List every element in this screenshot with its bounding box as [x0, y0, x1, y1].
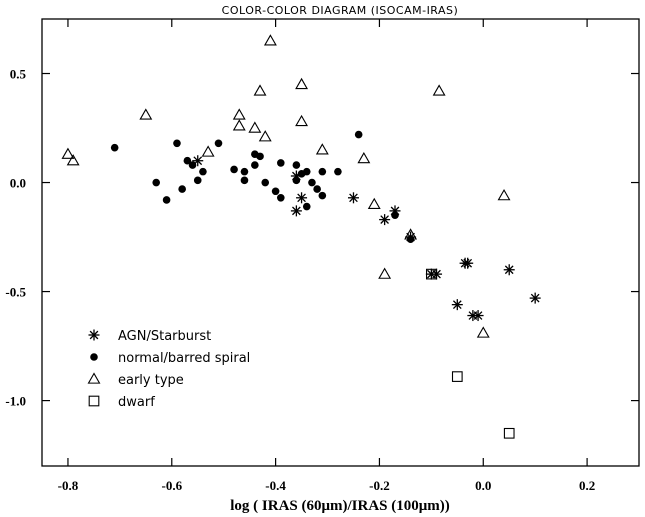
x-tick-label: 0.0	[475, 478, 491, 493]
x-tick-label: 0.2	[579, 478, 595, 493]
legend-label-agn-starburst: AGN/Starburst	[118, 329, 211, 344]
point-normal-barred-spiral	[214, 139, 223, 148]
point-normal-barred-spiral	[271, 187, 280, 196]
point-normal-barred-spiral	[318, 191, 327, 200]
point-early-type	[295, 114, 309, 127]
point-agn-starburst	[347, 192, 359, 204]
point-agn-starburst	[290, 205, 302, 217]
legend-label-normal-barred-spiral: normal/barred spiral	[118, 351, 250, 366]
point-early-type	[263, 34, 277, 46]
point-early-type	[139, 108, 153, 120]
legend: AGN/Starburst normal/barred spiral early t…	[87, 329, 250, 410]
x-tick-label: -0.8	[58, 478, 79, 493]
point-early-type	[476, 326, 490, 338]
point-normal-barred-spiral	[152, 178, 161, 187]
point-dwarf	[425, 268, 437, 280]
point-agn-starburst	[379, 214, 391, 226]
point-normal-barred-spiral	[178, 185, 186, 193]
point-early-type	[258, 130, 272, 142]
point-agn-starburst	[503, 264, 515, 276]
point-normal-barred-spiral	[110, 143, 119, 152]
point-normal-barred-spiral	[292, 176, 301, 185]
point-early-type	[232, 108, 246, 120]
point-normal-barred-spiral	[292, 161, 301, 169]
legend-marker-agn-starburst	[88, 329, 100, 341]
point-normal-barred-spiral	[391, 211, 399, 220]
legend-label-early-type: early type	[118, 373, 184, 388]
point-normal-barred-spiral	[277, 159, 285, 167]
axis-ticks: -0.8 -0.6 -0.4 -0.2 0.0 0.2 0.5 0.0 -0.5 -1.0	[5, 19, 639, 493]
point-normal-barred-spiral	[256, 152, 264, 161]
x-tick-label: -0.6	[161, 478, 182, 493]
y-tick-label: -0.5	[5, 285, 26, 300]
point-early-type	[61, 147, 75, 159]
point-normal-barred-spiral	[354, 130, 363, 139]
x-tick-label: -0.4	[265, 478, 286, 493]
x-axis-label: log ( IRAS (60μm)/IRAS (100μm))	[230, 498, 450, 514]
plot-frame	[41, 18, 640, 467]
point-normal-barred-spiral	[334, 167, 342, 176]
point-normal-barred-spiral	[240, 176, 249, 185]
point-early-type	[367, 197, 381, 210]
point-normal-barred-spiral	[251, 161, 259, 169]
legend-marker-normal-barred-spiral	[90, 353, 98, 361]
point-normal-barred-spiral	[318, 167, 327, 176]
point-early-type	[253, 84, 267, 96]
chart-title: COLOR-COLOR DIAGRAM (ISOCAM-IRAS)	[222, 4, 459, 17]
legend-label-dwarf: dwarf	[118, 395, 155, 410]
point-early-type	[497, 189, 511, 201]
point-early-type	[248, 121, 262, 133]
point-normal-barred-spiral	[199, 167, 207, 176]
point-normal-barred-spiral	[193, 176, 202, 185]
point-normal-barred-spiral	[302, 202, 311, 211]
point-normal-barred-spiral	[313, 185, 321, 193]
point-early-type	[201, 145, 215, 157]
point-agn-starburst	[451, 299, 463, 311]
point-normal-barred-spiral	[162, 196, 171, 204]
point-dwarf	[503, 427, 515, 439]
point-early-type	[232, 119, 246, 131]
point-normal-barred-spiral	[173, 139, 181, 148]
point-agn-starburst	[472, 310, 484, 322]
point-normal-barred-spiral	[240, 167, 249, 176]
point-agn-starburst	[462, 257, 474, 269]
point-early-type	[432, 84, 446, 96]
point-normal-barred-spiral	[308, 178, 316, 187]
point-normal-barred-spiral	[188, 161, 197, 169]
point-early-type	[66, 154, 80, 166]
point-agn-starburst	[296, 192, 308, 204]
point-early-type	[315, 143, 329, 155]
point-early-type	[378, 267, 392, 279]
point-early-type	[295, 77, 309, 90]
y-tick-label: -1.0	[5, 394, 26, 409]
point-agn-starburst	[529, 292, 541, 304]
y-tick-label: 0.5	[10, 67, 27, 82]
x-tick-label: -0.2	[369, 478, 390, 493]
point-normal-barred-spiral	[302, 167, 311, 176]
point-normal-barred-spiral	[261, 178, 270, 187]
point-normal-barred-spiral	[230, 165, 238, 174]
legend-marker-early-type	[87, 372, 101, 384]
point-normal-barred-spiral	[183, 156, 192, 165]
data-marks	[61, 34, 541, 439]
point-dwarf	[451, 371, 463, 382]
legend-marker-dwarf	[88, 395, 100, 407]
point-early-type	[357, 151, 371, 164]
y-tick-label: 0.0	[10, 176, 26, 191]
point-normal-barred-spiral	[277, 194, 285, 202]
point-early-type	[404, 228, 418, 240]
